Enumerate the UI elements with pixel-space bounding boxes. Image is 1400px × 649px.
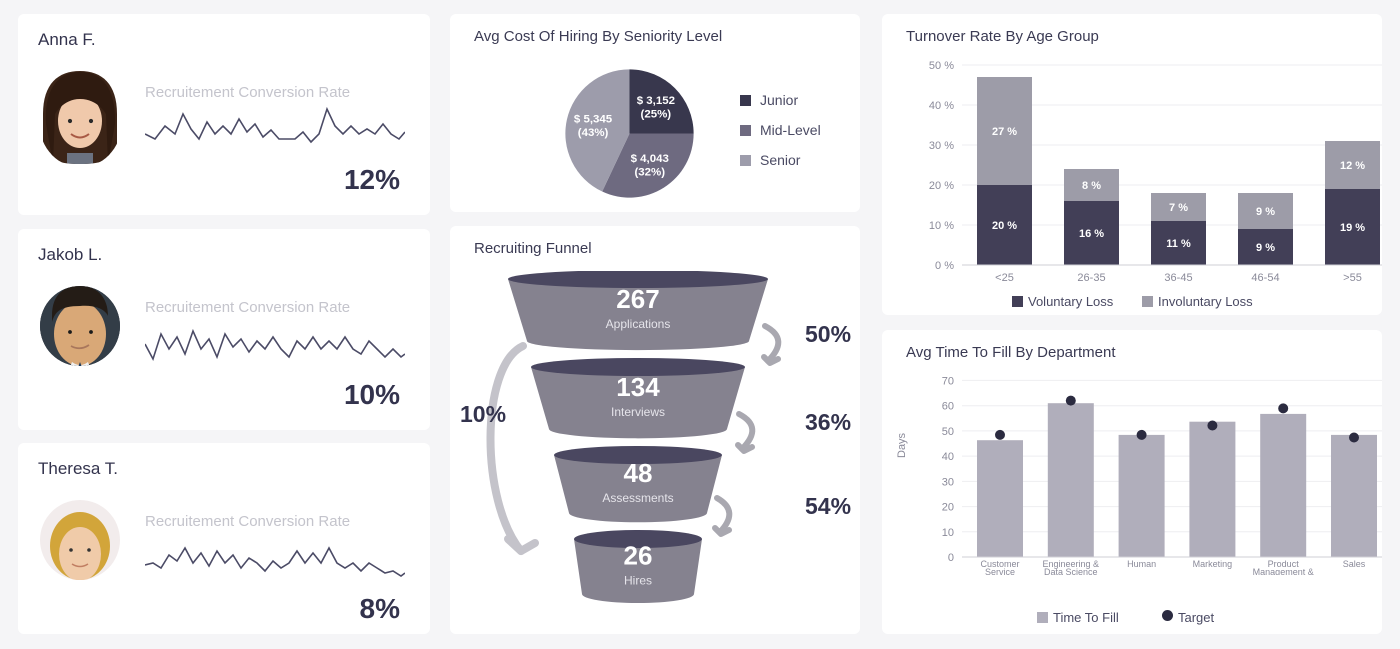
svg-text:Applications: Applications <box>606 317 671 331</box>
svg-text:27 %: 27 % <box>992 126 1017 138</box>
svg-text:0 %: 0 % <box>935 260 954 272</box>
svg-text:16 %: 16 % <box>1079 228 1104 240</box>
svg-text:Marketing: Marketing <box>1193 559 1233 569</box>
svg-text:Interviews: Interviews <box>611 405 665 419</box>
svg-text:134: 134 <box>616 372 660 402</box>
svg-text:8 %: 8 % <box>1082 180 1101 192</box>
svg-text:267: 267 <box>616 284 659 314</box>
svg-text:7 %: 7 % <box>1169 202 1188 214</box>
svg-text:$ 3,152: $ 3,152 <box>637 95 675 107</box>
svg-text:12 %: 12 % <box>1340 160 1365 172</box>
svg-text:36-45: 36-45 <box>1164 272 1192 284</box>
svg-text:70: 70 <box>942 375 954 387</box>
svg-text:20: 20 <box>942 502 954 514</box>
svg-text:Assessments: Assessments <box>602 491 673 505</box>
svg-text:48: 48 <box>624 458 653 488</box>
svg-text:Sales: Sales <box>1343 559 1366 569</box>
svg-text:46-54: 46-54 <box>1251 272 1279 284</box>
svg-text:50: 50 <box>942 426 954 438</box>
svg-text:Hires: Hires <box>624 574 652 588</box>
svg-text:Data Science: Data Science <box>1044 567 1098 575</box>
svg-text:$ 4,043: $ 4,043 <box>631 153 669 165</box>
svg-text:30: 30 <box>942 476 954 488</box>
svg-text:19 %: 19 % <box>1340 222 1365 234</box>
svg-text:(43%): (43%) <box>578 127 609 139</box>
svg-text:50 %: 50 % <box>929 60 954 72</box>
svg-text:60: 60 <box>942 401 954 413</box>
svg-text:>55: >55 <box>1343 272 1362 284</box>
svg-text:$ 5,345: $ 5,345 <box>574 114 613 126</box>
svg-text:(25%): (25%) <box>641 108 672 120</box>
svg-text:40 %: 40 % <box>929 100 954 112</box>
svg-text:11 %: 11 % <box>1166 238 1191 250</box>
svg-text:10: 10 <box>942 527 954 539</box>
svg-text:30 %: 30 % <box>929 140 954 152</box>
svg-text:26: 26 <box>624 541 653 571</box>
svg-text:<25: <25 <box>995 272 1014 284</box>
svg-text:0: 0 <box>948 552 954 564</box>
svg-text:Management &: Management & <box>1253 567 1314 575</box>
svg-text:Service: Service <box>985 567 1015 575</box>
svg-text:9 %: 9 % <box>1256 206 1275 218</box>
svg-text:20 %: 20 % <box>992 220 1017 232</box>
svg-text:9 %: 9 % <box>1256 242 1275 254</box>
svg-text:26-35: 26-35 <box>1077 272 1105 284</box>
svg-text:40: 40 <box>942 451 954 463</box>
svg-text:10 %: 10 % <box>929 220 954 232</box>
svg-text:Human: Human <box>1127 559 1156 569</box>
svg-text:(32%): (32%) <box>634 166 665 178</box>
svg-text:20 %: 20 % <box>929 180 954 192</box>
